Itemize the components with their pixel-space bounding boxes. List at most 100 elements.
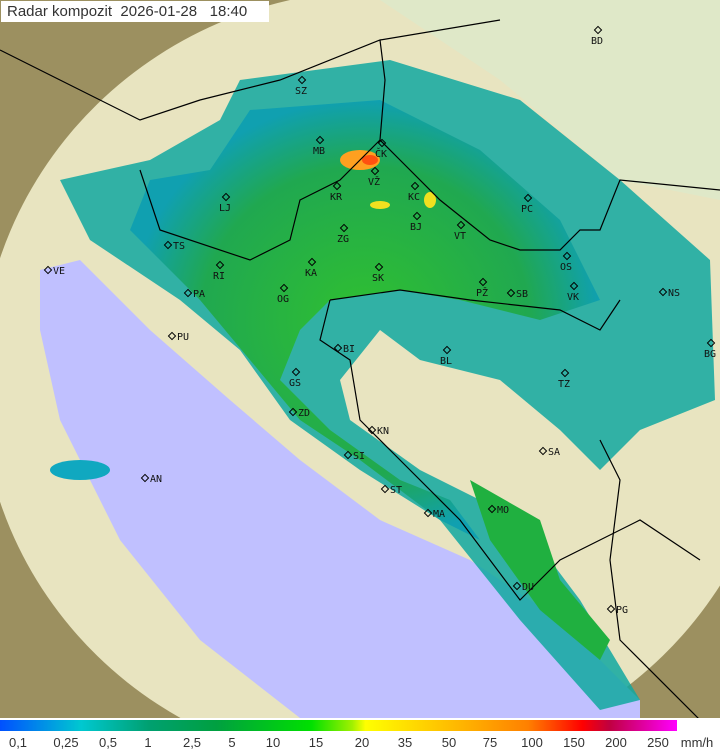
legend-tick: 15 (308, 735, 324, 750)
legend-tick: 0,5 (98, 735, 118, 750)
legend-tick: 250 (647, 735, 669, 750)
city-marker-icon (593, 25, 603, 35)
legend-tick: 35 (397, 735, 413, 750)
city-marker-icon (163, 240, 173, 250)
city-label: KR (330, 192, 343, 203)
city-label: TZ (558, 379, 570, 390)
city-marker-icon (606, 604, 616, 614)
city-label: KA (305, 268, 317, 279)
terrain-north (380, 0, 720, 200)
city-marker-icon (410, 181, 420, 191)
city-label: RI (213, 271, 225, 282)
city-label: BD (591, 36, 603, 47)
city-label: VT (454, 231, 466, 242)
legend-tick: 100 (521, 735, 543, 750)
legend-tick: 1 (144, 735, 152, 750)
city-label: MB (313, 146, 325, 157)
legend-tick: 2,5 (182, 735, 202, 750)
city-label: PŽ (476, 286, 488, 299)
precipitation (50, 60, 715, 710)
city-label: ST (390, 485, 402, 496)
city-label: AN (150, 474, 162, 485)
city-marker-icon (307, 257, 317, 267)
city-label: BL (440, 356, 452, 367)
city-label: GS (289, 378, 301, 389)
city-marker-icon (380, 484, 390, 494)
city-label: BI (343, 344, 355, 355)
city-marker-icon (377, 138, 387, 148)
city-label: BJ (410, 222, 422, 233)
city-marker-icon (333, 343, 343, 353)
city-marker-icon (487, 504, 497, 514)
radar-map[interactable]: BD SZ MB ČK VŽ KR KC LJ BJ VT PC TS ZG RI KA SK OS PA OG PŽ… (0, 0, 720, 718)
city-marker-icon (221, 192, 231, 202)
city-label: SZ (295, 86, 307, 97)
city-marker-icon (478, 277, 488, 287)
city-marker-icon (706, 338, 716, 348)
legend-tick: 5 (228, 735, 236, 750)
city-label: MA (433, 509, 445, 520)
city-label: VK (567, 292, 579, 303)
city-marker-icon (332, 181, 342, 191)
city-marker-icon (291, 367, 301, 377)
city-marker-icon (183, 288, 193, 298)
city-marker-icon (562, 251, 572, 261)
city-marker-icon (215, 260, 225, 270)
city-marker-icon (279, 283, 289, 293)
city-label: PG (616, 605, 628, 616)
city-label: KN (377, 426, 389, 437)
city-label: DU (522, 582, 534, 593)
legend-ticks: 0,1 0,25 0,5 1 2,5 5 10 15 20 35 50 75 100 150 200 250 m… (0, 735, 720, 751)
city-marker-icon (288, 407, 298, 417)
city-marker-icon (412, 211, 422, 221)
city-label: SB (516, 289, 528, 300)
city-marker-icon (315, 135, 325, 145)
city-marker-icon (339, 223, 349, 233)
borders (0, 19, 720, 718)
city-label: KC (408, 192, 420, 203)
legend-unit: mm/h (680, 735, 714, 750)
city-marker-icon (569, 281, 579, 291)
city-label: VŽ (368, 175, 380, 188)
map-time: 18:40 (209, 3, 248, 20)
city-marker-icon (538, 446, 548, 456)
city-marker-icon (167, 331, 177, 341)
city-marker-icon (512, 581, 522, 591)
map-date: 2026-01-28 (120, 3, 198, 20)
city-marker-icon (374, 262, 384, 272)
city-marker-icon (297, 75, 307, 85)
city-label: SI (353, 451, 365, 462)
city-label: SK (372, 273, 384, 284)
city-label: VE (53, 266, 65, 277)
legend-color-scale (0, 720, 677, 731)
city-label: NS (668, 288, 680, 299)
city-marker-icon (506, 288, 516, 298)
city-marker-icon (423, 508, 433, 518)
city-label: TS (173, 241, 185, 252)
city-label: PA (193, 289, 205, 300)
city-label: ČK (375, 147, 387, 160)
city-marker-icon (442, 345, 452, 355)
city-marker-icon (658, 287, 668, 297)
city-marker-icon (43, 265, 53, 275)
city-label: PC (521, 204, 533, 215)
legend-tick: 150 (563, 735, 585, 750)
legend-tick: 0,1 (8, 735, 28, 750)
city-label: ZD (298, 408, 310, 419)
city-marker-icon (343, 450, 353, 460)
legend-tick: 50 (441, 735, 457, 750)
city-label: ZG (337, 234, 349, 245)
legend-tick: 200 (605, 735, 627, 750)
city-label: OS (560, 262, 572, 273)
city-marker-icon (456, 220, 466, 230)
sea (40, 260, 640, 718)
city-markers: BD SZ MB ČK VŽ KR KC LJ BJ VT PC TS ZG RI KA SK OS PA OG PŽ… (43, 25, 716, 616)
city-label: BG (704, 349, 716, 360)
product-name: Radar kompozit (7, 3, 113, 20)
city-marker-icon (370, 166, 380, 176)
city-label: SA (548, 447, 560, 458)
legend-tick: 20 (354, 735, 370, 750)
legend-tick: 10 (265, 735, 281, 750)
map-title: Radar kompozit 2026-01-28 18:40 (1, 1, 269, 22)
